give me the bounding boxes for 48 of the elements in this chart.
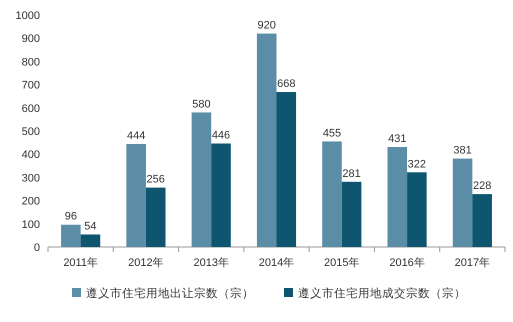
- y-tick-label: 600: [22, 102, 40, 115]
- data-label: 281: [342, 168, 361, 180]
- bar: [322, 141, 342, 247]
- x-tick-label: 2014年: [258, 257, 294, 269]
- data-label: 322: [408, 158, 426, 170]
- bar: [61, 224, 81, 247]
- data-label: 580: [192, 98, 211, 110]
- y-tick-label: 200: [22, 196, 40, 208]
- bar: [342, 182, 362, 247]
- bar: [126, 144, 146, 247]
- data-label: 381: [453, 144, 472, 157]
- x-tick-label: 2015年: [324, 257, 360, 269]
- y-tick-label: 900: [22, 33, 40, 46]
- y-tick-label: 0: [34, 242, 40, 254]
- y-tick-label: 1000: [16, 10, 40, 22]
- bar: [387, 147, 408, 247]
- data-label: 455: [322, 127, 342, 140]
- y-tick-label: 800: [22, 56, 40, 68]
- bar: [276, 92, 296, 247]
- bar: [146, 188, 166, 247]
- y-tick-label: 300: [22, 172, 40, 184]
- y-tick-label: 500: [22, 126, 40, 138]
- legend-label: 遵义市住宅用地出让宗数（宗）: [86, 286, 254, 300]
- data-label: 920: [258, 20, 276, 32]
- y-tick-label: 700: [22, 80, 40, 92]
- y-tick-label: 100: [22, 218, 40, 231]
- bar: [407, 172, 427, 247]
- bar: [472, 194, 492, 247]
- bar: [192, 112, 212, 247]
- data-label: 446: [212, 130, 230, 142]
- data-label: 96: [64, 210, 77, 223]
- data-label: 256: [146, 174, 165, 186]
- data-label: 668: [277, 78, 296, 90]
- y-tick-label: 400: [22, 149, 40, 162]
- x-tick-label: 2013年: [193, 257, 229, 269]
- x-tick-label: 2017年: [454, 257, 490, 269]
- x-tick-label: 2011年: [63, 257, 98, 269]
- bar: [211, 144, 231, 247]
- x-tick-label: 2012年: [128, 257, 164, 269]
- x-tick-label: 2016年: [389, 257, 425, 269]
- data-label: 431: [388, 133, 406, 146]
- data-label: 444: [126, 130, 146, 142]
- bar: [80, 234, 100, 247]
- legend-label: 遵义市住宅用地成交宗数（宗）: [298, 286, 466, 300]
- bar: [452, 158, 472, 247]
- data-label: 54: [84, 220, 97, 232]
- data-label: 228: [472, 180, 492, 192]
- bar: [256, 34, 276, 247]
